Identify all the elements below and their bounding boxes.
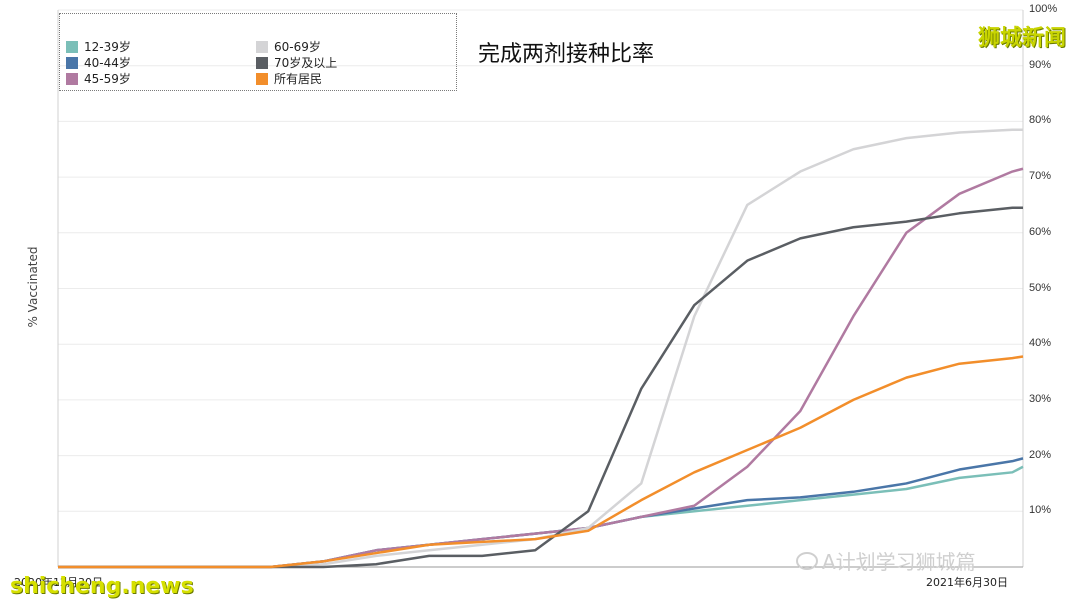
y-tick-label: 50% [1029,281,1052,294]
y-tick-label: 90% [1029,58,1052,71]
wechat-icon [796,551,818,570]
brand-logo: 狮城新闻 [977,26,1066,51]
legend-swatch-all [256,72,268,85]
y-tick-label: 40% [1029,337,1052,350]
legend-item-60-69: 60-69岁 [256,38,321,55]
legend-label-40-44: 40-44岁 [84,56,131,70]
wechat-watermark: A计划学习狮城篇 [796,546,976,575]
chart-legend: 12-39岁 40-44岁 45-59岁 60-69岁 70岁及以上 所有居民 [59,13,457,91]
site-watermark: shicheng.news [10,574,194,599]
legend-label-60-69: 60-69岁 [274,40,321,54]
legend-swatch-40-44 [66,56,78,69]
y-tick-label: 70% [1029,170,1052,183]
legend-item-all: 所有居民 [256,70,322,87]
legend-swatch-12-39 [66,40,78,53]
y-tick-label: 100% [1029,3,1058,15]
series-line-3 [58,128,1023,569]
legend-item-12-39: 12-39岁 [66,38,131,55]
y-axis-label: % Vaccinated [26,246,40,328]
wechat-watermark-text: A计划学习狮城篇 [822,550,976,574]
legend-label-45-59: 45-59岁 [84,72,131,86]
legend-label-all: 所有居民 [274,72,323,86]
x-tick-start: 2020年12月30日 [14,576,103,589]
legend-swatch-45-59 [66,72,78,85]
series-line-2 [58,167,1024,569]
legend-item-40-44: 40-44岁 [66,54,131,71]
legend-label-12-39: 12-39岁 [84,40,131,54]
y-tick-label: 30% [1029,392,1052,405]
y-tick-label: 20% [1029,448,1052,461]
y-tick-label: 10% [1029,504,1052,517]
legend-label-70plus: 70岁及以上 [274,56,338,70]
y-tick-label: 80% [1029,114,1052,127]
legend-swatch-70plus [256,56,268,69]
series-line-5 [58,355,1024,569]
legend-item-70plus: 70岁及以上 [256,54,337,71]
series-line-4 [58,206,1023,569]
legend-swatch-60-69 [256,40,268,53]
chart-title: 完成两剂接种比率 [478,42,655,67]
x-tick-end: 2021年6月30日 [926,576,1008,589]
legend-item-45-59: 45-59岁 [66,70,131,87]
y-tick-label: 60% [1029,225,1052,238]
